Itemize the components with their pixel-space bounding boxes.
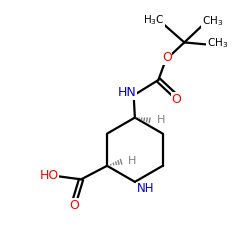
Text: CH$_3$: CH$_3$: [206, 36, 228, 50]
Text: O: O: [70, 198, 79, 211]
Text: H: H: [156, 115, 165, 125]
Text: O: O: [172, 93, 181, 106]
Text: CH$_3$: CH$_3$: [202, 14, 223, 28]
Text: H: H: [128, 156, 136, 166]
Text: NH: NH: [137, 182, 154, 195]
Text: H$_3$C: H$_3$C: [143, 13, 165, 26]
Text: HN: HN: [117, 86, 136, 99]
Text: HO: HO: [39, 169, 58, 182]
Text: O: O: [162, 51, 172, 64]
